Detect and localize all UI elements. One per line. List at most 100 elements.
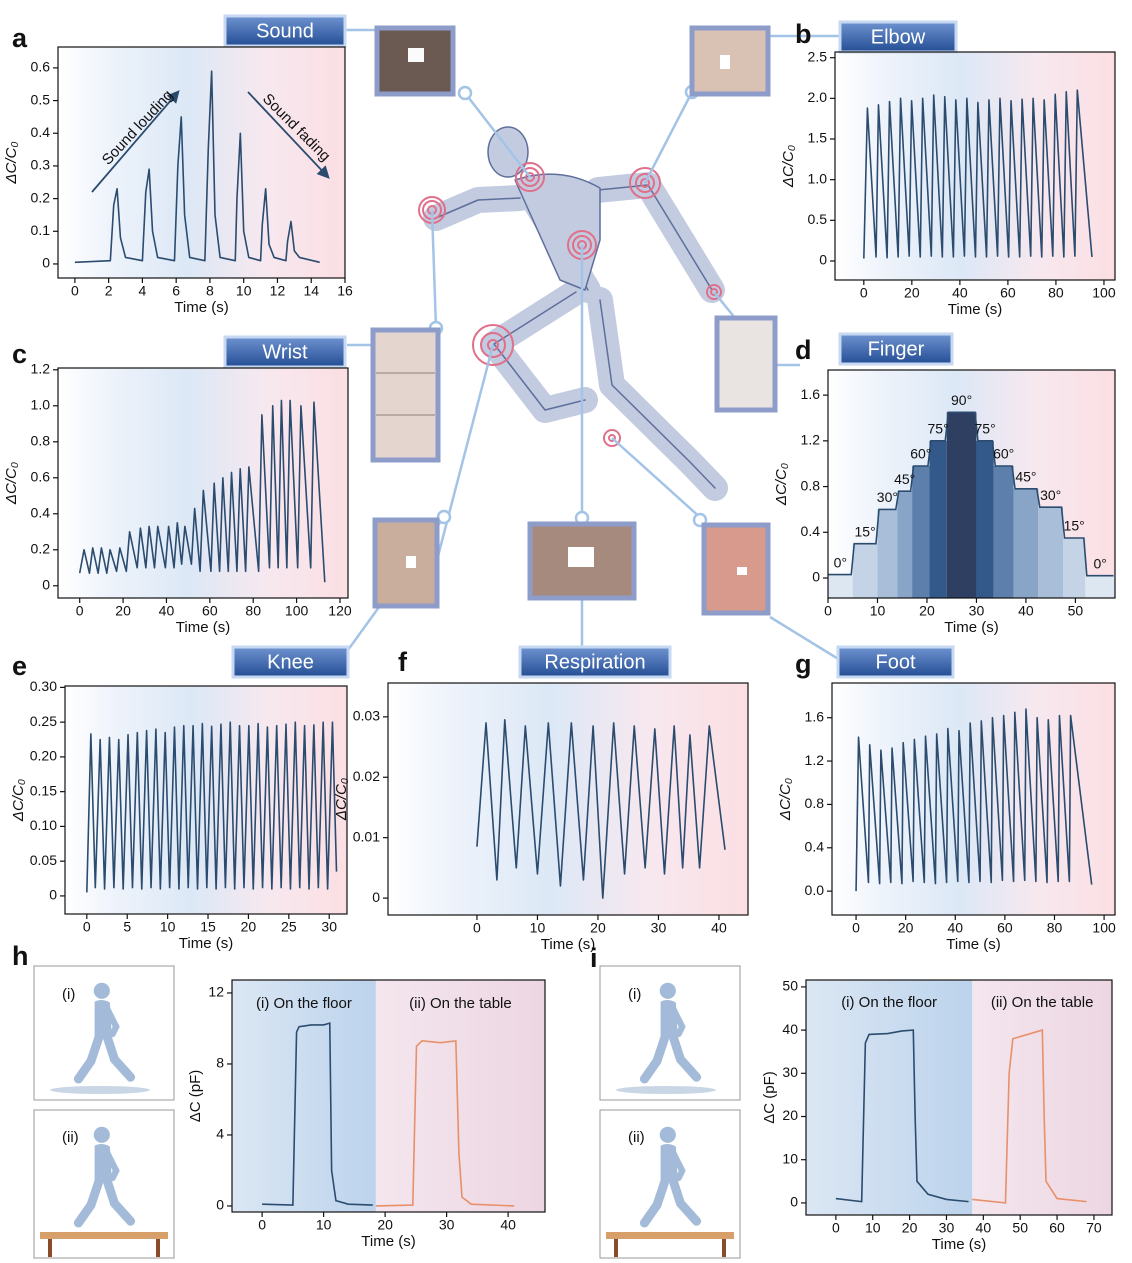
step-area (1038, 507, 1063, 598)
step-label: 45° (894, 471, 915, 487)
y-tick-label: 0.6 (31, 468, 51, 484)
x-tick-label: 0 (824, 603, 832, 619)
step-label: 15° (1064, 518, 1085, 534)
x-axis-label: Time (s) (361, 1233, 415, 1250)
x-axis-label: Time (s) (174, 299, 228, 316)
y-tick-label: 0.3 (31, 157, 51, 173)
x-tick-label: 60 (1000, 285, 1016, 301)
step-label: 60° (910, 446, 931, 462)
x-tick-label: 0 (473, 920, 481, 936)
step-label: 75° (975, 421, 996, 437)
y-tick-label: 1.6 (805, 708, 825, 724)
x-axis-label: Time (s) (948, 301, 1002, 318)
y-tick-label: 8 (216, 1055, 224, 1071)
y-tick-label: 0.02 (353, 768, 380, 784)
x-tick-label: 8 (206, 283, 214, 299)
illustration-label: (ii) (628, 1129, 645, 1146)
panel-letter: f (398, 647, 408, 677)
figure: (i) (ii) (i) (ii) 024681012141600.10.20.… (0, 0, 1132, 1263)
y-tick-label: 30 (782, 1064, 798, 1080)
x-tick-label: 40 (976, 1220, 992, 1236)
step-area (1063, 538, 1085, 598)
y-tick-label: 20 (782, 1107, 798, 1123)
plot-background (832, 683, 1115, 915)
y-tick-label: 10 (782, 1150, 798, 1166)
x-tick-label: 2 (105, 283, 113, 299)
x-tick-label: 15 (200, 919, 216, 935)
panel-letter: c (12, 339, 27, 369)
y-tick-label: 0.03 (353, 708, 380, 724)
x-tick-label: 30 (651, 920, 667, 936)
step-label: 45° (1015, 469, 1036, 485)
y-tick-label: 0 (812, 569, 820, 585)
illustration-label: (i) (628, 986, 641, 1003)
plot-background (58, 368, 348, 598)
x-tick-label: 30 (939, 1220, 955, 1236)
y-tick-label: 1.0 (31, 396, 51, 412)
y-tick-label: 0.5 (808, 211, 828, 227)
panel-letter: i (590, 943, 598, 973)
x-axis-label: Time (s) (176, 619, 230, 636)
x-tick-label: 40 (947, 920, 963, 936)
sensor-tag-label: Foot (875, 651, 915, 673)
x-tick-label: 50 (1012, 1220, 1028, 1236)
y-tick-label: 0.5 (31, 91, 51, 107)
sensor-tag-label: Elbow (871, 26, 926, 48)
x-tick-label: 30 (321, 919, 337, 935)
x-tick-label: 30 (439, 1217, 455, 1233)
y-tick-label: 0 (42, 255, 50, 271)
x-tick-label: 0 (832, 1220, 840, 1236)
y-tick-label: 0.05 (30, 852, 57, 868)
y-axis-label: ΔC/C₀ (777, 778, 794, 821)
step-label: 75° (928, 421, 949, 437)
y-tick-label: 0.20 (30, 748, 57, 764)
region-background (232, 980, 376, 1212)
panel-letter: g (795, 649, 812, 679)
x-tick-label: 0 (83, 919, 91, 935)
y-tick-label: 0.15 (30, 782, 57, 798)
x-tick-label: 10 (865, 1220, 881, 1236)
sensor-tag-label: Knee (267, 651, 314, 673)
x-tick-label: 20 (904, 285, 920, 301)
region-background (806, 980, 972, 1215)
panel-letter: b (795, 19, 812, 49)
y-axis-label: ΔC/C₀ (333, 778, 350, 821)
y-tick-label: 0.1 (31, 222, 51, 238)
x-tick-label: 5 (123, 919, 131, 935)
y-tick-label: 12 (208, 984, 224, 1000)
y-tick-label: 0.8 (31, 432, 51, 448)
x-tick-label: 80 (1048, 285, 1064, 301)
x-tick-label: 20 (590, 920, 606, 936)
region-label: (i) On the floor (256, 995, 352, 1012)
y-axis-label: ΔC/C₀ (3, 141, 20, 184)
y-tick-label: 0.4 (801, 523, 821, 539)
x-tick-label: 50 (1068, 603, 1084, 619)
x-tick-label: 10 (316, 1217, 332, 1233)
x-tick-label: 4 (139, 283, 147, 299)
step-area (877, 509, 897, 598)
panel-letter: h (12, 941, 29, 971)
panel-letter: d (795, 335, 812, 365)
y-axis-label: ΔC/C₀ (773, 463, 790, 506)
sensor-tag-label: Wrist (262, 341, 308, 363)
step-label: 30° (877, 489, 898, 505)
step-label: 30° (1040, 487, 1061, 503)
x-tick-label: 12 (270, 283, 286, 299)
y-tick-label: 0.4 (31, 504, 51, 520)
y-tick-label: 1.0 (808, 170, 828, 186)
y-tick-label: 50 (782, 978, 798, 994)
x-tick-label: 60 (202, 603, 218, 619)
y-axis-label: ΔC/C₀ (780, 145, 797, 188)
x-tick-label: 40 (711, 920, 727, 936)
x-tick-label: 10 (530, 920, 546, 936)
y-tick-label: 1.2 (31, 361, 51, 377)
x-tick-label: 60 (997, 920, 1013, 936)
x-tick-label: 6 (172, 283, 180, 299)
x-axis-label: Time (s) (944, 619, 998, 636)
y-tick-label: 0 (372, 889, 380, 905)
x-tick-label: 80 (245, 603, 261, 619)
sensor-photos (373, 28, 775, 613)
x-tick-label: 80 (1047, 920, 1063, 936)
step-label: 0° (834, 554, 847, 570)
illustration-label: (ii) (62, 1129, 79, 1146)
